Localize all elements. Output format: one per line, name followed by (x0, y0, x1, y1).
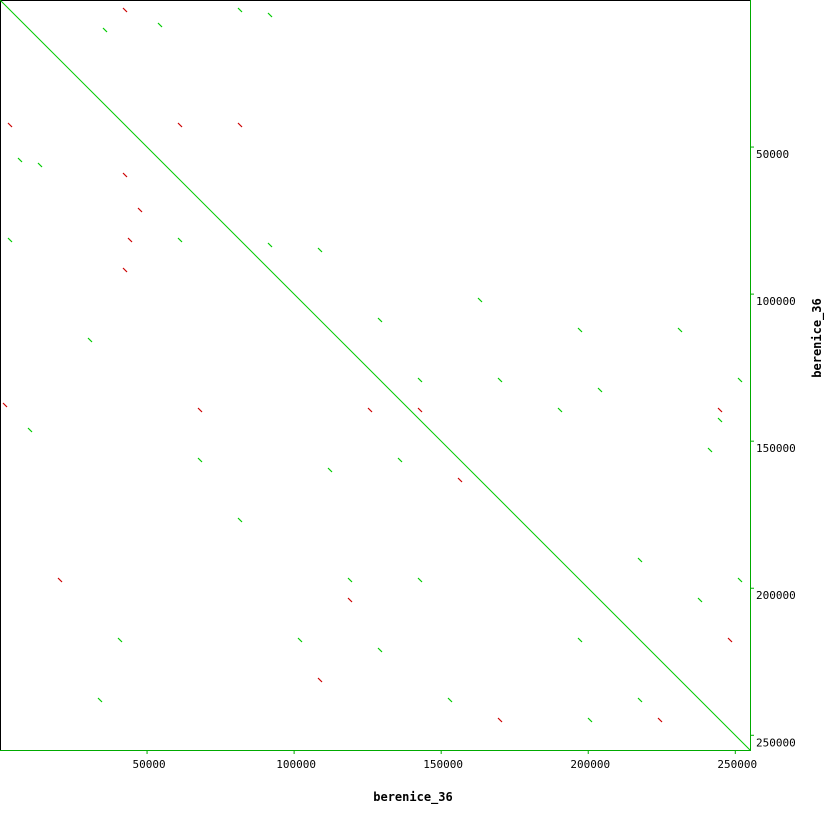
match-dot (117, 637, 123, 643)
match-dot (397, 457, 403, 463)
match-dot (497, 377, 503, 383)
match-dot (297, 637, 303, 643)
match-dot (317, 247, 323, 253)
match-dot (707, 447, 713, 453)
match-dot (577, 637, 583, 643)
x-tick-label: 150000 (423, 758, 463, 771)
y-tick-label: 50000 (756, 148, 789, 161)
match-dot (177, 122, 183, 128)
match-dot (577, 327, 583, 333)
match-dot (557, 407, 563, 413)
match-dot (697, 597, 703, 603)
y-tick-label: 200000 (756, 589, 796, 602)
x-tick-label: 50000 (132, 758, 165, 771)
match-dot (447, 697, 453, 703)
match-dot (327, 467, 333, 473)
match-dot (177, 237, 183, 243)
match-dot (737, 577, 743, 583)
match-dot (347, 577, 353, 583)
match-dot (197, 457, 203, 463)
match-dot (37, 162, 43, 168)
match-dot (127, 237, 133, 243)
x-tick-label: 100000 (276, 758, 316, 771)
match-dot (377, 647, 383, 653)
match-dot (237, 122, 243, 128)
match-dot (267, 242, 273, 248)
match-dot (587, 717, 593, 723)
match-dot (417, 577, 423, 583)
match-dot (7, 237, 13, 243)
match-dot (677, 327, 683, 333)
match-dot (737, 377, 743, 383)
match-dot (237, 7, 243, 13)
y-tick-label: 250000 (756, 736, 796, 749)
y-tick-label: 150000 (756, 442, 796, 455)
match-dot (477, 297, 483, 303)
x-axis-label: berenice_36 (373, 790, 452, 805)
match-dot (717, 407, 723, 413)
match-dot (497, 717, 503, 723)
x-tick-label: 250000 (717, 758, 757, 771)
match-dot (122, 172, 128, 178)
y-axis-label: berenice_36 (810, 298, 825, 377)
y-tick-label: 100000 (756, 295, 796, 308)
match-dot (122, 267, 128, 273)
match-dot (377, 317, 383, 323)
match-dot (237, 517, 243, 523)
match-dot (717, 417, 723, 423)
match-dot (102, 27, 108, 33)
match-dot (637, 697, 643, 703)
match-dot (637, 557, 643, 563)
match-dot (267, 12, 273, 18)
match-dot (27, 427, 33, 433)
match-dot (367, 407, 373, 413)
match-dot (347, 597, 353, 603)
match-dot (7, 122, 13, 128)
match-dot (457, 477, 463, 483)
match-dot (87, 337, 93, 343)
match-dot (17, 157, 23, 163)
match-dot (417, 407, 423, 413)
match-dot (97, 697, 103, 703)
diagonal (0, 0, 751, 751)
match-dot (197, 407, 203, 413)
match-dot (137, 207, 143, 213)
match-dot (727, 637, 733, 643)
match-dot (657, 717, 663, 723)
match-dot (317, 677, 323, 683)
match-dot (57, 577, 63, 583)
match-dot (122, 7, 128, 13)
x-tick-label: 200000 (570, 758, 610, 771)
match-dot (157, 22, 163, 28)
match-dot (597, 387, 603, 393)
match-dot (2, 402, 8, 408)
match-dot (417, 377, 423, 383)
